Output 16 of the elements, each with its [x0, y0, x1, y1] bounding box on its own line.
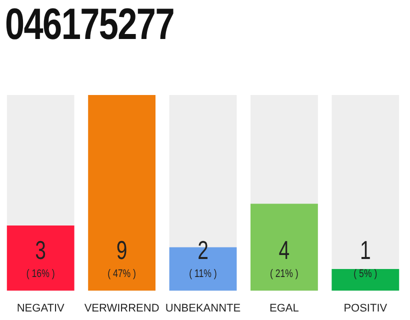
annotation: ( 47% ): [108, 268, 136, 280]
bar: [332, 269, 400, 291]
annotation: ( 16% ): [26, 268, 55, 280]
data-label: 9: [116, 235, 128, 264]
x-tick-label: POSITIV: [344, 302, 388, 314]
annotation: ( 21% ): [270, 268, 298, 280]
annotation: ( 11% ): [189, 268, 217, 280]
x-tick-label: EGAL: [270, 302, 299, 314]
x-tick-label: NEGATIV: [16, 302, 65, 314]
annotation: ( 5% ): [354, 268, 378, 280]
data-label: 1: [360, 235, 371, 264]
x-tick-label: VERWIRREND: [84, 302, 160, 314]
x-tick-label: UNBEKANNTE: [165, 302, 241, 314]
data-label: 3: [35, 235, 46, 264]
data-label: 4: [278, 235, 290, 264]
chart-title: 046175277: [5, 0, 174, 50]
